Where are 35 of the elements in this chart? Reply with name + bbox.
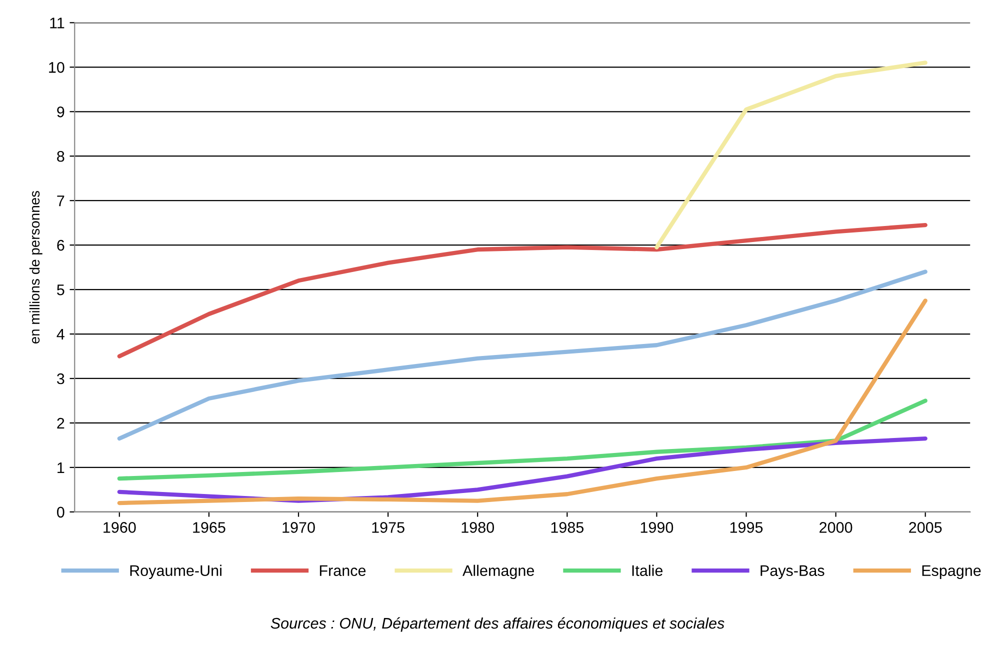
x-tick-label: 2005 bbox=[909, 522, 942, 533]
y-tick-label: 11 bbox=[50, 18, 64, 28]
y-tick-label: 0 bbox=[57, 506, 64, 518]
legend-label: Pays-Bas bbox=[760, 565, 824, 580]
y-tick-label: 2 bbox=[57, 418, 64, 429]
y-tick-label: 4 bbox=[56, 329, 64, 340]
x-tick-label: 1965 bbox=[193, 522, 226, 533]
y-tick-label: 10 bbox=[49, 62, 64, 73]
legend-label: Italie bbox=[632, 564, 663, 576]
y-tick-label: 3 bbox=[56, 373, 64, 384]
y-tick-label: 1 bbox=[58, 462, 64, 473]
x-tick-label: 1960 bbox=[104, 522, 136, 533]
line-series bbox=[117, 298, 928, 506]
x-tick-label: 1970 bbox=[282, 522, 315, 533]
y-tick-label: 8 bbox=[57, 150, 64, 162]
y-tick-label: 9 bbox=[57, 106, 64, 118]
x-tick-label: 1975 bbox=[372, 522, 404, 533]
x-tick-label: 1980 bbox=[462, 522, 494, 533]
y-tick-label: 7 bbox=[57, 196, 64, 206]
y-tick-label: 6 bbox=[57, 240, 64, 251]
line-series bbox=[117, 398, 928, 481]
line-series bbox=[117, 222, 928, 358]
legend-label: Allemagne bbox=[462, 564, 534, 580]
y-axis-title: en millions de personnes bbox=[29, 190, 42, 344]
line-series bbox=[654, 60, 928, 250]
x-tick-label: 1985 bbox=[551, 522, 584, 533]
legend-label: Royaume-Uni bbox=[130, 564, 222, 580]
x-tick-label: 1995 bbox=[730, 522, 763, 533]
legend-label: France bbox=[320, 565, 366, 576]
source-note: Sources : ONU, Département des affaires économiques et sociales bbox=[270, 617, 724, 632]
y-tick-label: 5 bbox=[57, 284, 64, 296]
x-tick-label: 2000 bbox=[820, 522, 852, 533]
line-series bbox=[117, 270, 928, 441]
x-tick-label: 1990 bbox=[640, 522, 674, 533]
legend-label: Espagne bbox=[922, 565, 981, 580]
